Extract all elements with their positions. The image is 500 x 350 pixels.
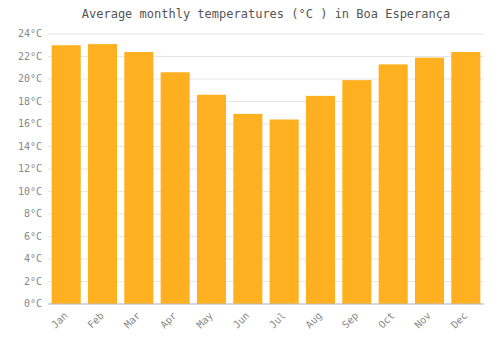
- y-tick-label: 16°C: [18, 118, 42, 129]
- x-tick-label: Jul: [267, 310, 288, 331]
- x-tick-label: Feb: [85, 310, 106, 331]
- bar: [161, 72, 190, 304]
- y-axis: 0°C 2°C 4°C 6°C 8°C 10°C 12°C 14°C 16°C 18°C 20°C 2…: [18, 28, 484, 309]
- x-tick-label: Sep: [340, 310, 361, 331]
- y-tick-label: 14°C: [18, 141, 42, 152]
- y-tick-label: 18°C: [18, 96, 42, 107]
- bar: [88, 44, 117, 304]
- y-tick-label: 12°C: [18, 163, 42, 174]
- x-tick-label: Nov: [412, 310, 433, 331]
- x-tick-label: Mar: [122, 310, 143, 331]
- x-axis-line: [48, 304, 484, 305]
- x-tick-label: Oct: [376, 310, 397, 331]
- y-tick-label: 6°C: [24, 231, 42, 242]
- bar: [415, 58, 444, 304]
- x-tick-label: Jan: [49, 310, 70, 331]
- bar: [124, 52, 153, 304]
- bar: [197, 95, 226, 304]
- y-tick-label: 8°C: [24, 208, 42, 219]
- x-tick-label: Aug: [303, 310, 324, 331]
- y-tick-label: 24°C: [18, 28, 42, 39]
- title: Average monthly temperatures (°C ) in Bo…: [82, 7, 450, 21]
- y-tick-label: 0°C: [24, 298, 42, 309]
- y-tick-label: 2°C: [24, 276, 42, 287]
- y-tick-label: 20°C: [18, 73, 42, 84]
- x-tick-label: Dec: [449, 310, 470, 331]
- bar: [270, 120, 299, 305]
- chart: Average monthly temperatures (°C ) in Bo…: [0, 0, 500, 350]
- grid-line: [48, 34, 484, 35]
- x-axis: Jan Feb Mar Apr May Jun Jul Aug Sep Oct Nov Dec: [48, 304, 484, 330]
- x-tick-label: May: [194, 310, 215, 331]
- chart-container: Average monthly temperatures (°C ) in Bo…: [0, 0, 500, 350]
- y-tick-label: 22°C: [18, 51, 42, 62]
- x-tick-label: Jun: [231, 310, 252, 331]
- x-tick-label: Apr: [158, 310, 179, 331]
- bar: [342, 80, 371, 304]
- grid-line: [48, 304, 484, 305]
- bar: [306, 96, 335, 304]
- bar: [451, 52, 480, 304]
- bar: [52, 45, 81, 304]
- bar: [233, 114, 262, 304]
- y-tick-label: 4°C: [24, 253, 42, 264]
- y-tick-label: 10°C: [18, 186, 42, 197]
- bar: [379, 64, 408, 304]
- bars: [52, 44, 481, 304]
